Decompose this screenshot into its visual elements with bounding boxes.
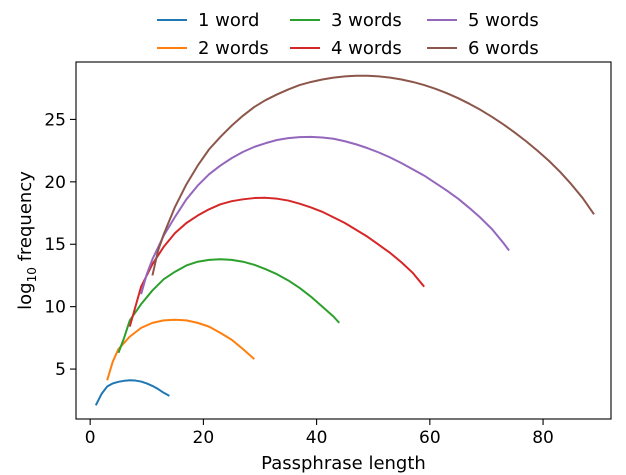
series-layer [94,74,595,406]
x-axis-label: Passphrase length [261,453,426,474]
y-axis-label-suffix: frequency [15,171,36,267]
y-axis-label-main: log [15,282,36,309]
y-tick-label: 10 [44,298,66,318]
series-line-3 [117,258,340,354]
x-tick-label: 40 [306,428,328,448]
y-tick-label: 5 [55,360,66,380]
legend-label: 2 words [198,38,269,59]
x-tick-label: 60 [419,428,441,448]
y-axis: 5 10 15 20 25 [44,110,76,380]
x-axis: 0 20 40 60 80 [85,419,554,448]
legend-label: 6 words [468,38,539,59]
series-line-1 [94,379,170,406]
legend-label: 1 word [198,10,259,31]
plot-frame [75,61,612,420]
series-line-5 [140,135,510,295]
x-tick-label: 0 [85,428,96,448]
series-line-4 [128,196,425,327]
legend-label: 4 words [331,38,402,59]
y-axis-label-subscript: 10 [25,267,39,282]
series-line-2 [106,318,255,381]
legend-label: 3 words [331,10,402,31]
y-tick-label: 25 [44,110,66,130]
x-tick-label: 20 [193,428,215,448]
y-axis-label: log10 frequency [15,171,39,310]
series-line-6 [151,74,595,276]
x-tick-label: 80 [532,428,554,448]
legend-label: 5 words [468,10,539,31]
y-tick-label: 20 [44,173,66,193]
legend: 1 word 2 words 3 words 4 words 5 words 6 word… [157,10,539,59]
y-tick-label: 15 [44,235,66,255]
